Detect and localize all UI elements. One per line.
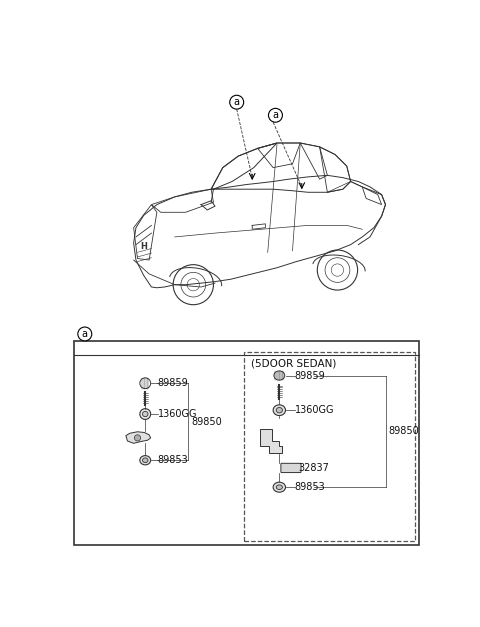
Circle shape — [78, 327, 92, 341]
Text: 89850: 89850 — [191, 417, 222, 427]
Circle shape — [230, 95, 244, 109]
Text: 32837: 32837 — [299, 463, 330, 473]
Text: 89853: 89853 — [157, 455, 188, 465]
Text: (5DOOR SEDAN): (5DOOR SEDAN) — [251, 358, 336, 368]
Circle shape — [134, 435, 141, 441]
Ellipse shape — [140, 409, 151, 419]
Text: a: a — [234, 97, 240, 107]
Text: 89853: 89853 — [295, 482, 325, 492]
Polygon shape — [126, 432, 151, 443]
Bar — [244, 352, 415, 541]
Text: 1360GG: 1360GG — [295, 405, 335, 415]
Text: 89859: 89859 — [157, 378, 188, 388]
Ellipse shape — [143, 411, 148, 417]
Text: 1360GG: 1360GG — [157, 409, 197, 419]
Ellipse shape — [273, 405, 286, 416]
Circle shape — [268, 108, 282, 122]
Ellipse shape — [276, 408, 282, 413]
Bar — [74, 341, 419, 545]
Ellipse shape — [273, 482, 286, 492]
Text: H: H — [140, 241, 147, 251]
Text: a: a — [82, 329, 88, 339]
Ellipse shape — [274, 371, 285, 380]
Ellipse shape — [143, 458, 148, 463]
Polygon shape — [260, 429, 282, 453]
Text: 89859: 89859 — [295, 371, 325, 381]
Text: 89850: 89850 — [389, 426, 420, 436]
FancyBboxPatch shape — [281, 463, 301, 473]
Ellipse shape — [140, 456, 151, 465]
Text: a: a — [273, 110, 278, 120]
Ellipse shape — [276, 485, 282, 490]
